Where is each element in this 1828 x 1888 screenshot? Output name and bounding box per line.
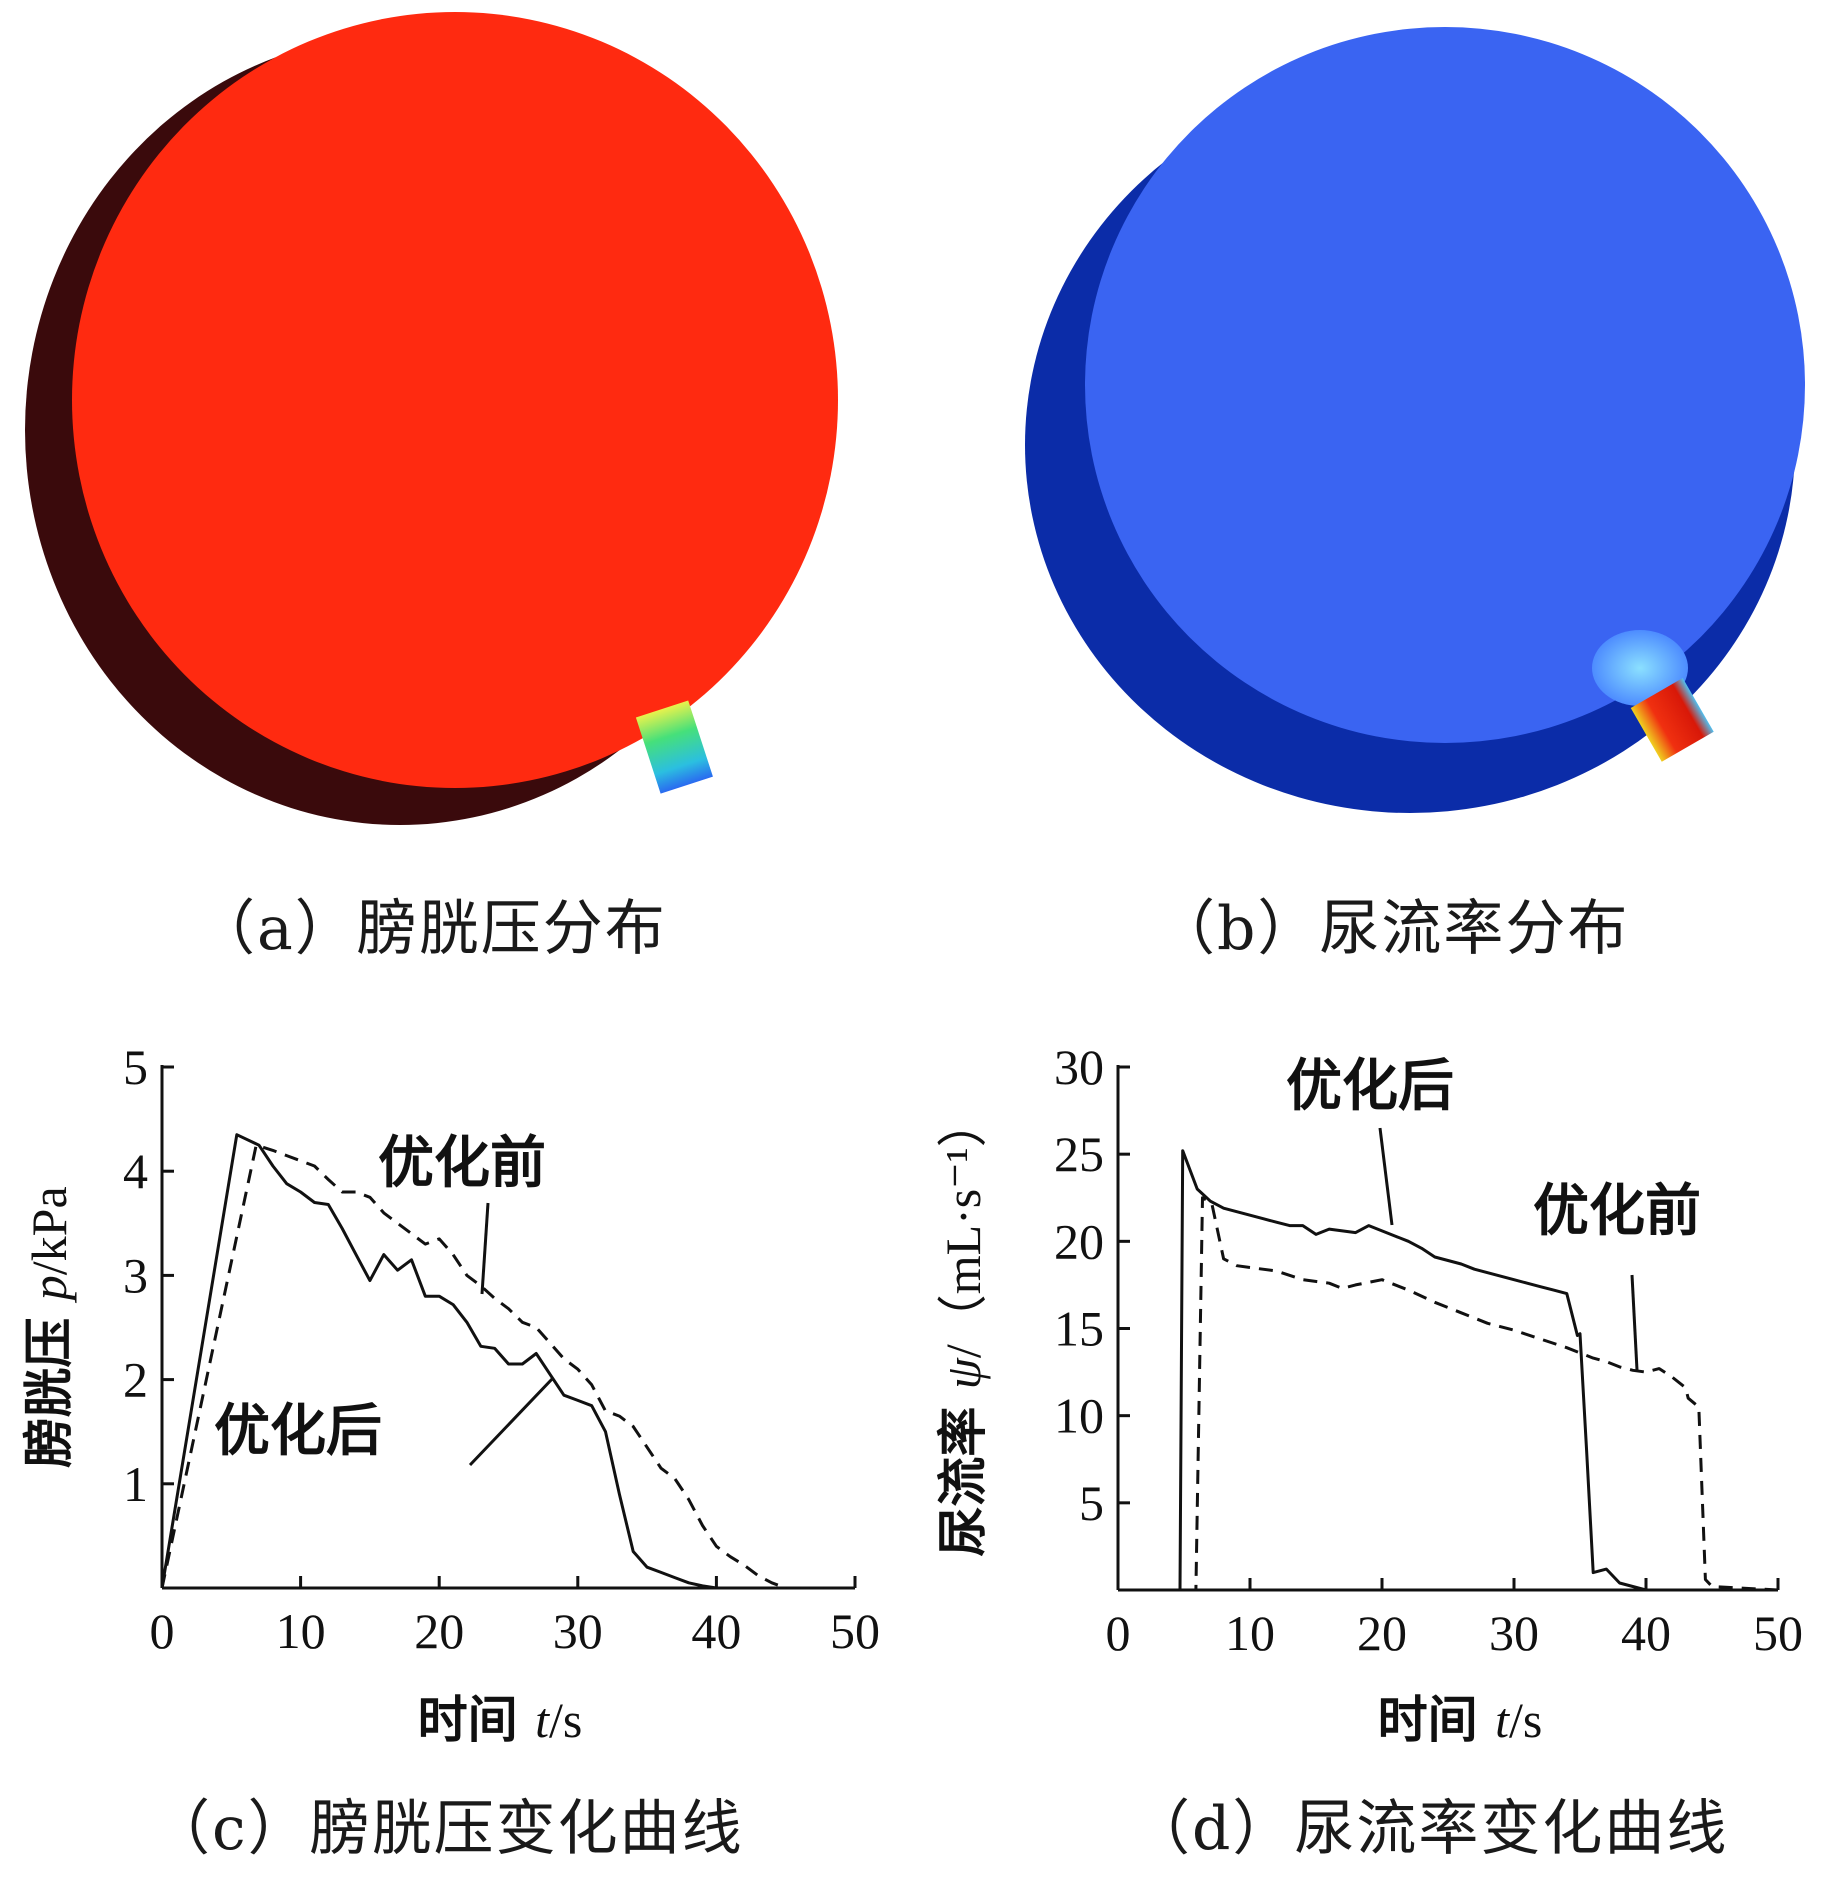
urine-flow-disk	[1025, 27, 1805, 813]
annotation-leader	[1378, 1127, 1394, 1226]
annotation-label: 优化后	[214, 1399, 382, 1464]
y-axis-label: 膀胱压 p/kPa	[20, 1186, 78, 1467]
x-axis-label: 时间 t/s	[1378, 1691, 1543, 1749]
x-tick-label: 40	[691, 1603, 741, 1659]
x-tick-label: 30	[1489, 1605, 1539, 1661]
outlet-tube	[1630, 678, 1714, 762]
series-line-after	[1118, 1149, 1778, 1592]
caption-c: （c）膀胱压变化曲线	[150, 1794, 744, 1864]
y-tick-label: 3	[123, 1247, 148, 1303]
y-tick-label: 10	[1054, 1388, 1104, 1444]
y-axis-label-prefix: 膀胱压	[20, 1300, 78, 1467]
x-tick-label: 30	[553, 1603, 603, 1659]
disk-face	[72, 12, 838, 788]
series-line-before	[1118, 1196, 1779, 1592]
y-tick-label: 2	[123, 1352, 148, 1408]
outlet-tube	[635, 700, 713, 794]
x-tick-label: 50	[830, 1603, 880, 1659]
y-tick-label: 1	[123, 1456, 148, 1512]
y-axis-label-unit: /kPa	[21, 1186, 77, 1275]
caption-a: （a）膀胱压分布	[195, 894, 667, 964]
bladder-pressure-disk	[25, 12, 838, 825]
y-axis-label-var: ψ	[935, 1357, 991, 1389]
annotation-leader	[468, 1376, 555, 1467]
y-tick-label: 15	[1054, 1301, 1104, 1357]
x-tick-label: 0	[1106, 1605, 1131, 1661]
y-tick-label: 5	[1079, 1475, 1104, 1531]
y-tick-label: 30	[1054, 1039, 1104, 1095]
x-axis-label-var: t	[535, 1692, 550, 1748]
x-tick-label: 10	[276, 1603, 326, 1659]
y-axis-label-var: p	[21, 1275, 77, 1303]
x-tick-label: 50	[1753, 1605, 1803, 1661]
y-tick-label: 20	[1054, 1213, 1104, 1269]
x-axis-label: 时间 t/s	[418, 1691, 583, 1749]
x-axis-label-prefix: 时间	[1378, 1691, 1495, 1749]
annotation-label: 优化后	[1286, 1054, 1454, 1119]
flow-highlight	[1592, 630, 1688, 706]
y-axis-label-unit: /（mL·s⁻¹）	[935, 1097, 991, 1358]
annotation-label: 优化前	[378, 1131, 546, 1196]
x-tick-label: 20	[1357, 1605, 1407, 1661]
caption-b: （b）尿流率分布	[1155, 894, 1630, 964]
annotation-label: 优化前	[1533, 1179, 1701, 1244]
y-axis-label: 尿流率 ψ/（mL·s⁻¹）	[934, 1097, 992, 1556]
x-axis-label-unit: /s	[1509, 1692, 1542, 1748]
y-tick-label: 4	[123, 1143, 148, 1199]
x-axis-label-unit: /s	[549, 1692, 582, 1748]
y-tick-label: 25	[1054, 1126, 1104, 1182]
x-tick-label: 20	[414, 1603, 464, 1659]
x-axis-label-prefix: 时间	[418, 1691, 535, 1749]
series-line-after	[160, 1133, 855, 1590]
series-line-before	[160, 1143, 855, 1590]
x-tick-label: 0	[150, 1603, 175, 1659]
disk-face	[1085, 27, 1805, 743]
x-tick-label: 10	[1225, 1605, 1275, 1661]
y-axis-label-prefix: 尿流率	[934, 1389, 992, 1556]
annotation-leader	[1630, 1274, 1639, 1371]
y-tick-label: 5	[123, 1039, 148, 1095]
x-tick-label: 40	[1621, 1605, 1671, 1661]
x-axis-label-var: t	[1495, 1692, 1510, 1748]
caption-d: （d）尿流率变化曲线	[1130, 1794, 1729, 1864]
annotation-leader	[480, 1202, 490, 1295]
